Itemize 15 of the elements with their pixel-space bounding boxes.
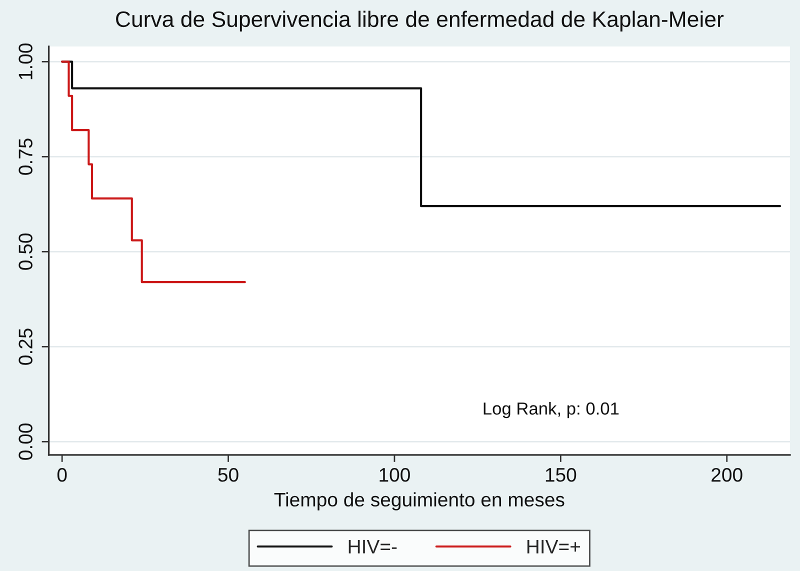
x-axis-title: Tiempo de seguimiento en meses <box>274 492 564 510</box>
legend-label: HIV=+ <box>527 540 580 554</box>
x-tick-label: 200 <box>712 468 742 482</box>
y-tick-label: 0.75 <box>18 138 32 175</box>
chart-title: Curva de Supervivencia libre de enfermedad de Kaplan-Meier <box>116 10 724 32</box>
y-tick-label: 0.50 <box>18 234 32 270</box>
x-tick-label: 0 <box>57 468 67 482</box>
x-tick-label: 100 <box>380 468 410 482</box>
legend-label: HIV=- <box>348 540 397 554</box>
annotation: Log Rank, p: 0.01 <box>484 402 619 418</box>
x-tick-label: 150 <box>546 468 576 482</box>
y-tick-label: 0.25 <box>18 328 32 365</box>
x-tick-label: 50 <box>218 468 238 482</box>
y-tick-label: 0.00 <box>18 424 32 460</box>
y-tick-label: 1.00 <box>18 44 32 80</box>
